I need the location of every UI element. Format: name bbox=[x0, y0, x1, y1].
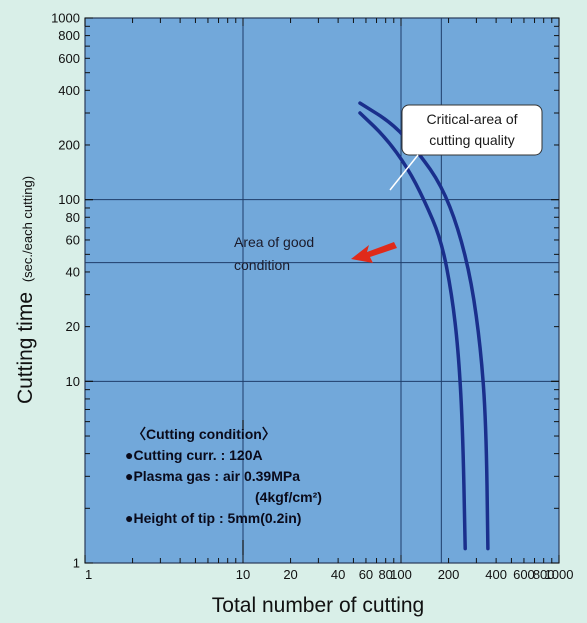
x-tick-label: 60 bbox=[359, 567, 373, 582]
condition-line-3: (4kgf/cm²) bbox=[255, 489, 322, 505]
y-axis-label: Cutting time (sec./each cutting) bbox=[14, 176, 37, 404]
x-tick-label: 1 bbox=[85, 567, 92, 582]
curve-2 bbox=[358, 101, 490, 551]
x-tick-label: 80 bbox=[378, 567, 392, 582]
x-tick-label: 100 bbox=[390, 567, 412, 582]
x-tick-label: 1000 bbox=[545, 567, 574, 582]
good-area-label-line1: Area of good bbox=[234, 234, 314, 250]
y-tick-label: 1000 bbox=[51, 11, 80, 26]
x-tick-label: 600 bbox=[513, 567, 535, 582]
callout-pointer bbox=[389, 154, 419, 191]
callout-line2: cutting quality bbox=[429, 132, 515, 148]
y-tick-label: 20 bbox=[66, 319, 80, 334]
plot-frame bbox=[84, 17, 560, 564]
x-tick-label: 40 bbox=[331, 567, 345, 582]
y-tick-label: 40 bbox=[66, 264, 80, 279]
x-tick-label: 10 bbox=[236, 567, 250, 582]
cutting-condition-notes: 〈Cutting condition〉 ●Cutting curr. : 120… bbox=[125, 426, 322, 526]
condition-line-2: ●Plasma gas : air 0.39MPa bbox=[125, 468, 300, 484]
good-area-label-line2: condition bbox=[234, 257, 290, 273]
x-tick-label: 200 bbox=[438, 567, 460, 582]
y-tick-label: 80 bbox=[66, 210, 80, 225]
y-tick-label: 60 bbox=[66, 232, 80, 247]
callout-box bbox=[401, 104, 543, 156]
condition-line-4: ●Height of tip : 5mm(0.2in) bbox=[125, 510, 301, 526]
callout-line1: Critical-area of bbox=[426, 111, 517, 127]
x-axis-label: Total number of cutting bbox=[212, 594, 424, 617]
grid bbox=[84, 17, 560, 564]
y-tick-label: 200 bbox=[58, 137, 80, 152]
y-tick-label: 100 bbox=[58, 192, 80, 207]
y-tick-label: 1 bbox=[73, 556, 80, 571]
condition-line-1: ●Cutting curr. : 120A bbox=[125, 447, 263, 463]
tick-marks bbox=[84, 17, 560, 564]
y-tick-label: 10 bbox=[66, 374, 80, 389]
curves bbox=[358, 101, 490, 551]
y-tick-label: 800 bbox=[58, 28, 80, 43]
condition-title: 〈Cutting condition〉 bbox=[132, 426, 276, 442]
x-tick-label: 800 bbox=[533, 567, 555, 582]
curve-1 bbox=[358, 111, 467, 551]
y-tick-label: 600 bbox=[58, 51, 80, 66]
critical-area-callout: Critical-area of cutting quality bbox=[389, 104, 543, 191]
y-tick-labels: 1 10 20 40 60 80 100 200 400 600 800 1000 bbox=[51, 11, 80, 571]
y-tick-label: 400 bbox=[58, 83, 80, 98]
x-tick-label: 20 bbox=[283, 567, 297, 582]
left-arrow-icon bbox=[351, 242, 397, 263]
x-tick-label: 400 bbox=[485, 567, 507, 582]
